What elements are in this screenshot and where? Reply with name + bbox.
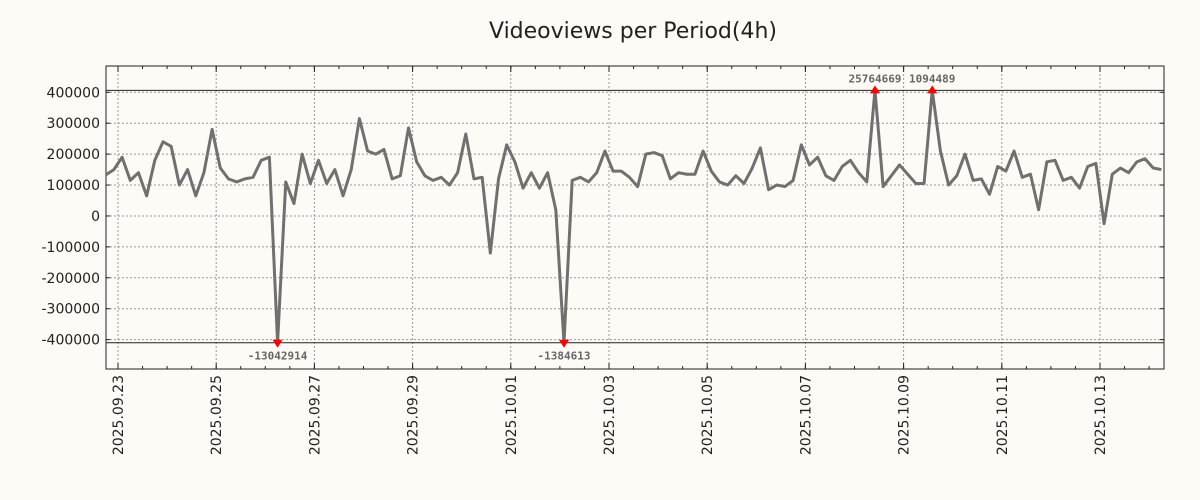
chart-title: Videoviews per Period(4h) <box>489 19 777 44</box>
clip-marker-up-icon <box>927 85 938 94</box>
y-tick-label: 0 <box>91 209 100 225</box>
y-tick-label: 100000 <box>47 178 100 194</box>
annotation-label: -1384613 <box>537 350 590 363</box>
annotation-label: -13042914 <box>248 350 308 363</box>
clip-marker-up-icon <box>869 85 880 94</box>
x-tick-label: 2025.10.05 <box>700 375 716 455</box>
x-tick-label: 2025.09.23 <box>111 375 127 455</box>
x-tick-label: 2025.10.13 <box>1093 375 1109 455</box>
annotation-label: 25764669 <box>848 72 901 85</box>
y-tick-label: -400000 <box>42 333 101 349</box>
annotations: -13042914 -1384613 25764669 1094489 <box>248 72 956 362</box>
y-tick-label: 300000 <box>47 116 100 132</box>
plot-frame <box>105 65 1165 370</box>
series <box>104 88 1162 345</box>
y-tick-label: 200000 <box>47 147 100 163</box>
clip-marker-down-icon <box>272 339 283 348</box>
x-tick-label: 2025.09.25 <box>209 375 225 455</box>
clip-marker-down-icon <box>558 339 569 348</box>
series-line <box>104 88 1162 345</box>
axes: 400000 300000 200000 100000 0 -100000 -200000 -… <box>42 65 1165 455</box>
x-tick-label: 2025.09.29 <box>406 375 422 455</box>
y-tick-label: -300000 <box>42 302 101 318</box>
grid <box>106 66 1164 369</box>
x-tick-label: 2025.10.07 <box>798 375 814 455</box>
x-tick-label: 2025.10.01 <box>504 375 520 455</box>
y-tick-label: -100000 <box>42 240 101 256</box>
x-tick-label: 2025.10.09 <box>897 375 913 455</box>
x-tick-label: 2025.10.11 <box>995 375 1011 455</box>
x-tick-label: 2025.10.03 <box>602 375 618 455</box>
y-tick-label: -200000 <box>42 271 101 287</box>
annotation-label: 1094489 <box>909 72 955 85</box>
x-tick-label: 2025.09.27 <box>307 375 323 455</box>
y-tick-label: 400000 <box>47 85 100 101</box>
